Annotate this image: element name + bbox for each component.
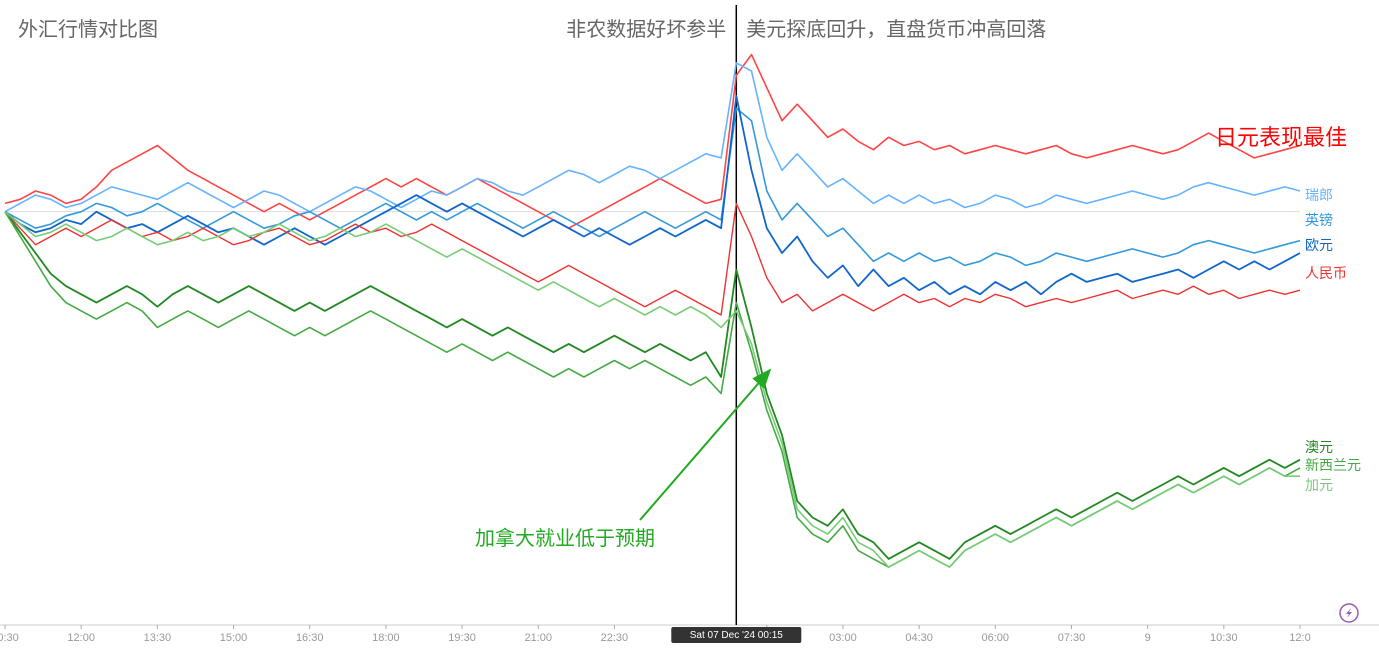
annotation-canada: 加拿大就业低于预期 (475, 526, 655, 550)
forex-comparison-chart: 10:30 12:00 13:30 15:00 16:30 18:00 19:30 21:00… (0, 0, 1379, 648)
series-label-加元: 加元 (1305, 477, 1333, 493)
x-tick-label: 22:30 (601, 632, 629, 644)
x-tick-label: 06:00 (982, 632, 1010, 644)
x-tick-label: 21:00 (524, 632, 552, 644)
x-tick-label: 15:00 (220, 632, 248, 644)
x-tick-label: 16:30 (296, 632, 324, 644)
x-tick-label: 12:0 (1289, 632, 1310, 644)
x-tick-label: 19:30 (448, 632, 476, 644)
series-label-欧元: 欧元 (1305, 237, 1333, 253)
subtitle-left: 非农数据好坏参半 (566, 18, 726, 41)
series-label-人民币: 人民币 (1305, 265, 1347, 281)
annotation-jpy-best: 日元表现最佳 (1215, 125, 1347, 150)
series-label-瑞郎: 瑞郎 (1305, 187, 1333, 203)
x-tick-label: 10:30 (0, 632, 19, 644)
chart-title: 外汇行情对比图 (18, 18, 158, 41)
x-tick-label: 04:30 (905, 632, 933, 644)
x-tick-label: 03:00 (829, 632, 857, 644)
x-tick-label: 13:30 (144, 632, 172, 644)
series-label-英镑: 英镑 (1305, 212, 1333, 228)
x-tick-label: 07:30 (1058, 632, 1086, 644)
chart-background (0, 0, 1379, 648)
series-label-澳元: 澳元 (1305, 439, 1333, 455)
x-tick-label: 12:00 (67, 632, 95, 644)
series-label-新西兰元: 新西兰元 (1305, 457, 1361, 473)
subtitle-right: 美元探底回升，直盘货币冲高回落 (746, 18, 1046, 41)
x-tick-label: 18:00 (372, 632, 400, 644)
x-tick-label: 9 (1145, 632, 1151, 644)
x-tick-label: 10:30 (1210, 632, 1238, 644)
time-badge-text: Sat 07 Dec '24 00:15 (690, 630, 784, 641)
